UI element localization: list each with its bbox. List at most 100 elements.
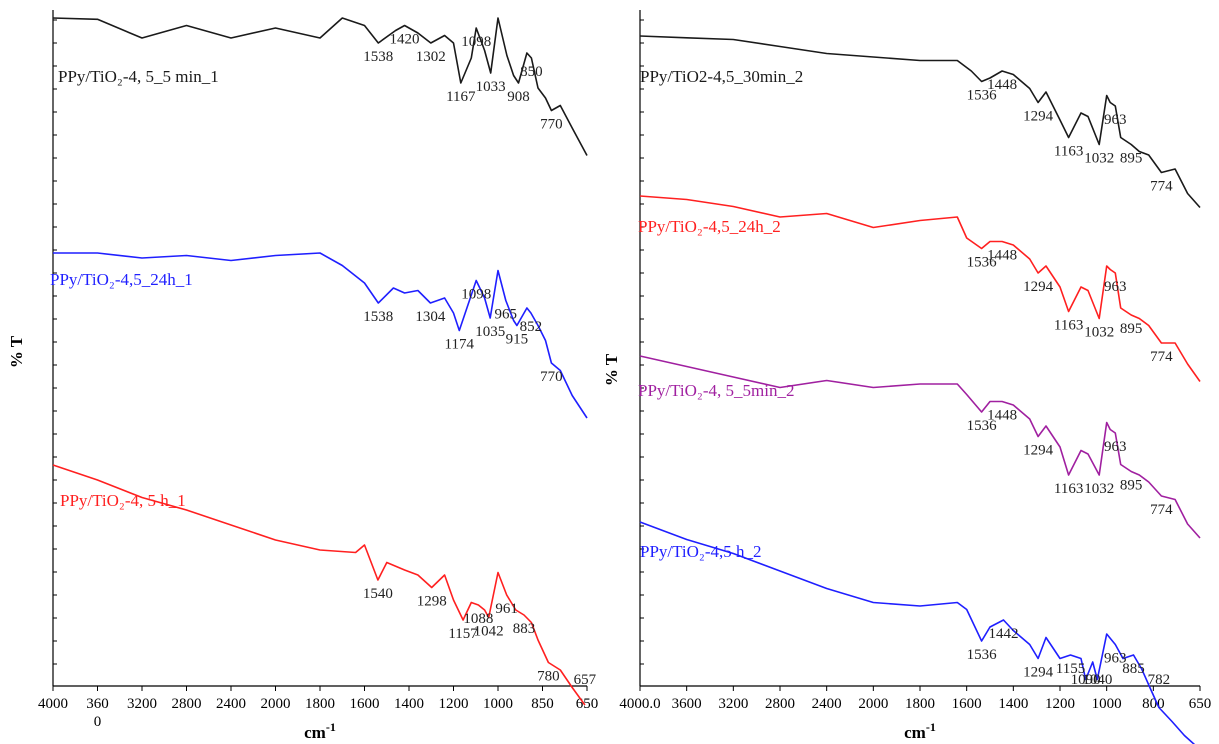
peak-label: 1174 bbox=[445, 337, 475, 353]
peak-label: 770 bbox=[540, 369, 563, 385]
x-tick-label: 1000 bbox=[1092, 696, 1122, 712]
peak-label: 1032 bbox=[1084, 481, 1114, 497]
series-label: PPy/TiO₂-4, 5 h_1 bbox=[60, 491, 186, 510]
x-tick-label: 3200 bbox=[718, 696, 748, 712]
series-line-3 bbox=[639, 521, 1196, 744]
peak-label: 961 bbox=[495, 601, 518, 617]
peak-label: 1536 bbox=[967, 647, 998, 663]
peak-label: 1032 bbox=[1084, 325, 1114, 341]
peak-label: 963 bbox=[1104, 651, 1127, 667]
peak-label: 774 bbox=[1150, 179, 1173, 195]
peak-label: 1442 bbox=[989, 626, 1019, 642]
peak-label: 895 bbox=[1120, 321, 1143, 337]
series-label: PPy/TiO₂-4,5_24h_2 bbox=[638, 217, 781, 236]
x-tick-label: 4000.0 bbox=[619, 696, 660, 712]
series-line-2 bbox=[52, 464, 586, 706]
peak-label: 1163 bbox=[1054, 144, 1083, 160]
x-tick-label: 2800 bbox=[765, 696, 795, 712]
peak-label: 1448 bbox=[987, 248, 1017, 264]
peak-label: 1040 bbox=[1082, 672, 1112, 688]
peak-label: 1294 bbox=[1023, 109, 1054, 125]
series-label: PPy/TiO₂-4,5 h_2 bbox=[640, 542, 762, 561]
peak-label: 774 bbox=[1150, 349, 1173, 365]
x-tick-label: 850 bbox=[531, 696, 554, 712]
peak-label: 1540 bbox=[363, 586, 393, 602]
peak-label: 1033 bbox=[476, 79, 506, 95]
peak-label: 883 bbox=[513, 621, 536, 637]
peak-label: 1032 bbox=[1084, 151, 1114, 167]
peak-label: 1304 bbox=[415, 309, 446, 325]
peak-label: 782 bbox=[1148, 672, 1171, 688]
chart-panel-right: 4000.0 3600 3200 2800 2400 2000 1800 1600 1400 12… bbox=[602, 10, 1211, 744]
peak-label: 1163 bbox=[1054, 481, 1083, 497]
peak-label: 895 bbox=[1120, 478, 1143, 494]
peak-label: 895 bbox=[1120, 151, 1143, 167]
chart-panel-left: 4000 360 3200 2800 2400 2000 1800 1600 1400 1200 1… bbox=[7, 10, 598, 742]
peak-label: 1298 bbox=[417, 594, 447, 610]
x-tick-label: 1600 bbox=[952, 696, 982, 712]
series-line-1 bbox=[53, 252, 588, 419]
series-label: PPy/TiO₂-4,5_24h_1 bbox=[50, 270, 193, 289]
peak-label: 1536 bbox=[967, 418, 998, 434]
peak-label: 963 bbox=[1104, 439, 1127, 455]
peak-label: 1536 bbox=[967, 88, 998, 104]
peak-label: 1448 bbox=[987, 77, 1017, 93]
peak-label: 770 bbox=[540, 117, 563, 133]
x-tick-label: 1000 bbox=[483, 696, 513, 712]
peak-label: 1035 bbox=[475, 324, 505, 340]
x-tick-label: 2400 bbox=[216, 696, 246, 712]
x-tick-label: 650 bbox=[1189, 696, 1212, 712]
peak-label: 1090 bbox=[1071, 672, 1101, 688]
peak-label: 1420 bbox=[390, 32, 420, 48]
peak-label: 1294 bbox=[1023, 443, 1054, 459]
peak-label: 1536 bbox=[967, 255, 998, 271]
peak-label: 1538 bbox=[363, 309, 393, 325]
x-tick-label: 1800 bbox=[905, 696, 935, 712]
peak-label: 850 bbox=[520, 64, 543, 80]
x-tick-label: 2000 bbox=[261, 696, 291, 712]
x-tick-label: 2000 bbox=[858, 696, 888, 712]
x-tick-label: 1600 bbox=[350, 696, 380, 712]
series-label: PPy/TiO2-4,5_30min_2 bbox=[640, 67, 803, 86]
x-tick-label: 4000 bbox=[38, 696, 68, 712]
peak-label: 1538 bbox=[363, 49, 393, 65]
x-tick-label: 1400 bbox=[998, 696, 1028, 712]
series-line-0 bbox=[52, 17, 588, 156]
peak-label: 963 bbox=[1104, 279, 1127, 295]
series-label: PPy/TiO₂-4, 5_5 min_1 bbox=[58, 67, 219, 86]
peak-label: 1098 bbox=[461, 287, 491, 303]
series-line-1 bbox=[639, 195, 1201, 382]
y-axis-title: % T bbox=[7, 335, 26, 368]
peak-label: 1167 bbox=[446, 89, 476, 105]
peak-label: 657 bbox=[574, 672, 597, 688]
peak-label: 915 bbox=[506, 332, 529, 348]
x-axis-title: cm-1 bbox=[304, 720, 336, 742]
peak-label: 963 bbox=[1104, 112, 1127, 128]
series-line-0 bbox=[639, 35, 1201, 209]
peak-label: 774 bbox=[1150, 502, 1173, 518]
peak-label: 908 bbox=[507, 89, 530, 105]
x-tick-label: 2800 bbox=[172, 696, 202, 712]
x-tick-label: 3200 bbox=[127, 696, 157, 712]
x-tick-label: 360 bbox=[86, 696, 109, 712]
x-tick-label: 1200 bbox=[1045, 696, 1075, 712]
series-line-2 bbox=[639, 355, 1201, 539]
peak-label: 780 bbox=[537, 669, 560, 685]
x-axis-title: cm-1 bbox=[904, 720, 936, 742]
peak-label: 1294 bbox=[1023, 665, 1054, 681]
y-axis-title: % T bbox=[602, 353, 621, 386]
peak-label: 852 bbox=[520, 319, 543, 335]
peak-label: 1042 bbox=[474, 624, 504, 640]
x-tick-label: 1400 bbox=[394, 696, 424, 712]
peak-label: 1098 bbox=[461, 34, 491, 50]
x-tick-label: 2400 bbox=[812, 696, 842, 712]
peak-label: 1448 bbox=[987, 408, 1017, 424]
peak-label: 1157 bbox=[448, 626, 478, 642]
peak-label: 1163 bbox=[1054, 318, 1083, 334]
peak-label: 1155 bbox=[1056, 661, 1085, 677]
peak-label: 965 bbox=[495, 307, 518, 323]
peak-label: 1088 bbox=[463, 611, 493, 627]
peak-label: 1302 bbox=[416, 49, 446, 65]
x-tick-label: 1200 bbox=[439, 696, 469, 712]
